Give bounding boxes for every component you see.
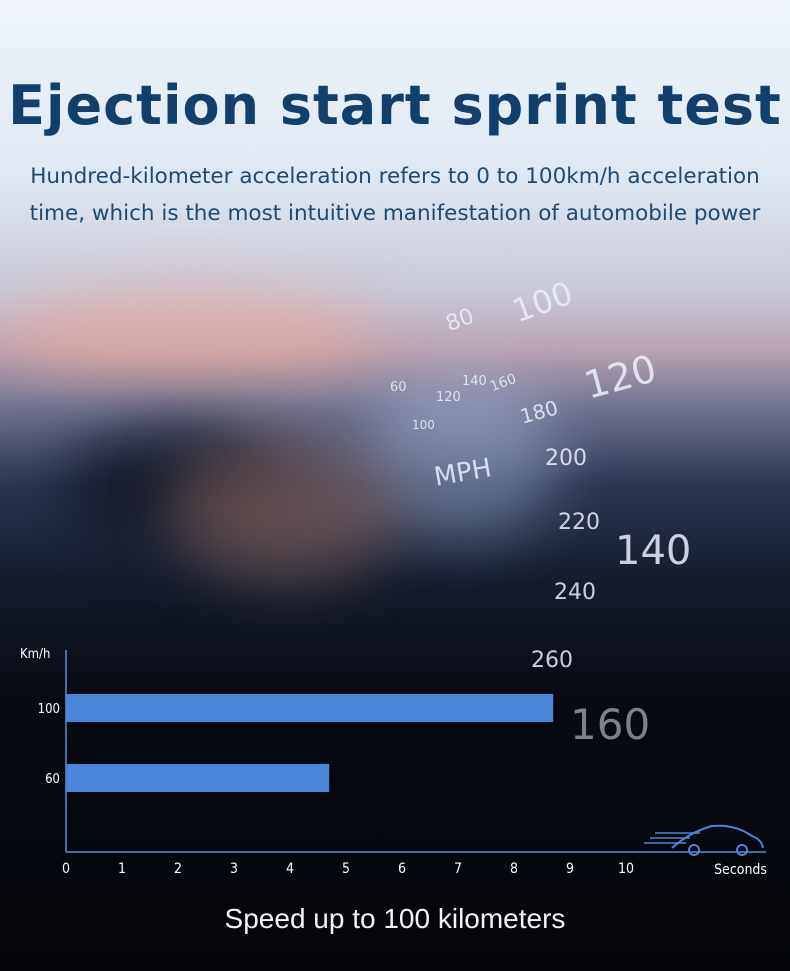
bar-60 [66, 764, 330, 792]
subtitle: Hundred-kilometer acceleration refers to… [0, 158, 790, 232]
y-tick-label: 100 [38, 702, 60, 717]
hud-speed: 60 [390, 380, 407, 395]
hud-speed: 140 [462, 374, 487, 389]
x-tick-label: 6 [398, 861, 406, 877]
x-tick-label: 10 [618, 861, 634, 877]
hud-speed: 120 [436, 390, 461, 405]
x-tick-label: 3 [230, 861, 238, 877]
page-title: Ejection start sprint test [8, 74, 782, 137]
x-tick-label: 9 [566, 861, 574, 877]
y-axis-label: Km/h [20, 647, 50, 662]
hud-speed: 160 [570, 700, 651, 749]
x-axis-label: Seconds [714, 862, 767, 878]
x-tick-label: 1 [118, 861, 126, 877]
hud-speed: 220 [558, 510, 600, 535]
subtitle-line: Hundred-kilometer acceleration refers to… [30, 164, 760, 189]
y-tick-label: 60 [45, 772, 60, 787]
hud-speed: 240 [554, 580, 596, 605]
bokeh-glow [0, 290, 380, 380]
x-tick-label: 4 [286, 861, 294, 877]
hud-speed: 200 [545, 446, 587, 471]
x-tick-label: 5 [342, 861, 350, 877]
hud-speed: 140 [615, 528, 692, 574]
bar-100 [66, 694, 554, 722]
hand-silhouette [170, 440, 400, 580]
subtitle-line: time, which is the most intuitive manife… [29, 201, 761, 226]
hud-speed: 260 [531, 648, 573, 673]
x-tick-label: 8 [510, 861, 518, 877]
car-icon [644, 824, 764, 856]
x-tick-label: 2 [174, 861, 182, 877]
x-tick-label: 7 [454, 861, 462, 877]
hud-speed: 100 [412, 418, 435, 432]
x-tick-label: 0 [62, 861, 70, 877]
footer-caption: Speed up to 100 kilometers [224, 903, 566, 934]
